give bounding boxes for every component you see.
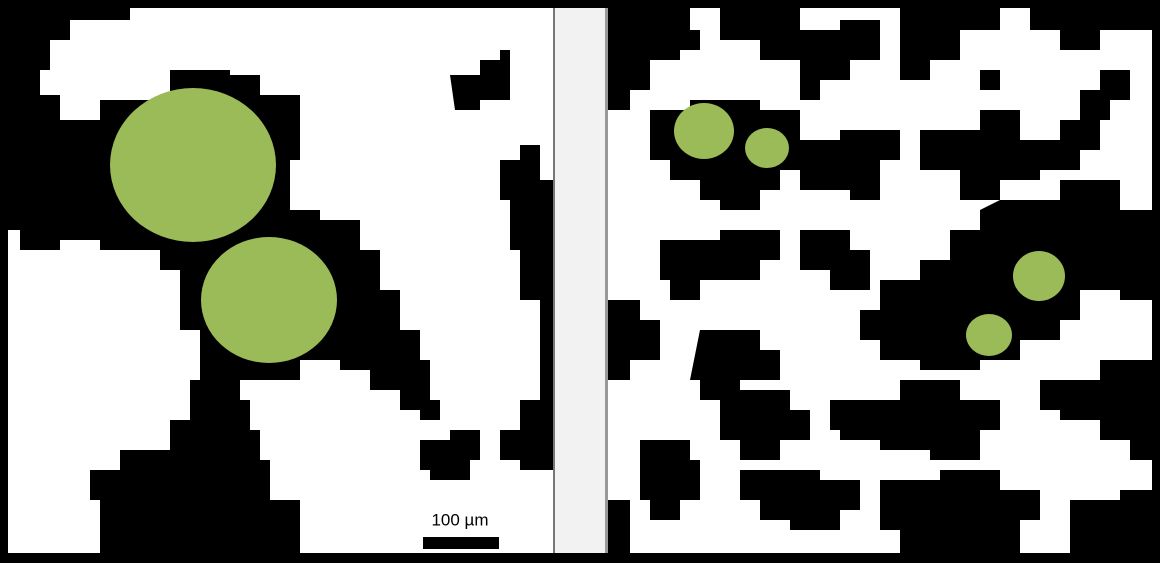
divider-line [605, 8, 608, 553]
solid-phase [920, 110, 1100, 200]
solid-phase [450, 50, 510, 110]
solid-phase [880, 470, 1040, 553]
solid-phase [740, 470, 860, 530]
pore [745, 128, 789, 168]
solid-phase [500, 145, 553, 470]
solid-phase [690, 330, 780, 400]
solid-phase [420, 430, 480, 480]
pore [674, 103, 734, 159]
solid-phase [900, 8, 1152, 80]
solid-phase [720, 8, 880, 80]
solid-phase [1040, 360, 1152, 460]
divider [554, 8, 606, 553]
solid-phase [720, 390, 810, 460]
solid-phase [830, 380, 1000, 460]
pore [201, 237, 337, 363]
divider-line [553, 8, 555, 553]
solid-phase [608, 8, 700, 110]
solid-phase [800, 230, 870, 290]
left-microstructure: 100 µm [8, 8, 553, 553]
solid-phase [660, 230, 780, 300]
scale-bar-label: 100 µm [431, 510, 488, 529]
solid-phase [608, 490, 1152, 553]
solid-phase [860, 180, 1152, 370]
pore [966, 314, 1012, 356]
solid-phase [800, 70, 1130, 120]
scale-bar [423, 537, 499, 549]
solid-phase [640, 440, 700, 520]
solid-phase [8, 125, 50, 175]
solid-phase [608, 300, 660, 380]
right-microstructure [608, 8, 1152, 553]
pore [110, 88, 276, 242]
pore [1013, 251, 1065, 301]
